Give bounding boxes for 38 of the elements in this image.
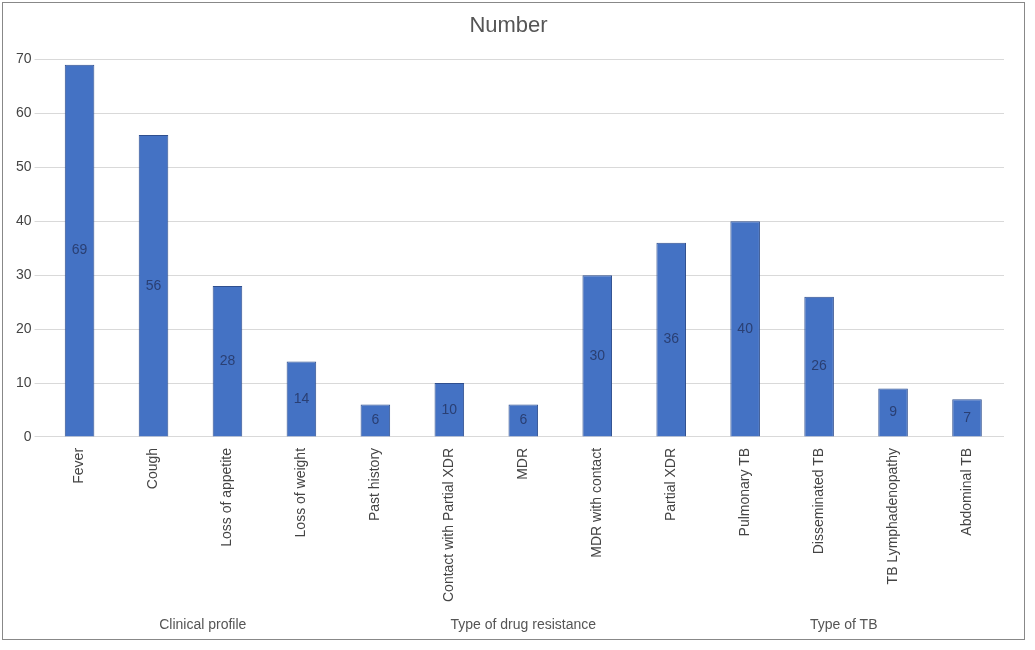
y-tick-label: 60 <box>15 104 32 121</box>
y-tick-label: 0 <box>23 427 32 444</box>
x-tick-label: Past history <box>366 447 383 522</box>
y-tick-label: 30 <box>15 266 32 282</box>
data-label: 26 <box>811 357 828 374</box>
x-tick-label: Contact with Partial XDR <box>440 447 457 603</box>
x-tick-label: Pulmonary TB <box>736 447 753 537</box>
x-tick-label: Fever <box>70 447 87 484</box>
x-tick-label: Cough <box>144 447 161 490</box>
x-tick-label: Partial XDR <box>662 447 679 522</box>
x-tick-label: MDR <box>514 447 531 480</box>
data-label: 36 <box>663 330 680 347</box>
data-label: 6 <box>371 411 380 428</box>
y-tick-label: 50 <box>15 158 32 175</box>
data-label: 40 <box>737 319 754 336</box>
y-tick-label: 20 <box>15 319 32 336</box>
data-label: 14 <box>293 389 310 406</box>
data-label: 30 <box>589 346 606 363</box>
data-label: 28 <box>219 352 236 369</box>
y-tick-label: 70 <box>15 50 32 67</box>
data-label: 10 <box>441 400 458 417</box>
text: Type of TB <box>810 615 878 632</box>
data-label: 56 <box>145 276 162 293</box>
y-tick-label: 10 <box>15 373 32 390</box>
data-label: 7 <box>963 408 972 425</box>
y-tick-label: 40 <box>15 212 32 229</box>
x-tick-label: Disseminated TB <box>809 447 826 555</box>
text: Clinical profile <box>159 615 247 632</box>
x-tick-label: Loss of appetite <box>218 447 235 547</box>
x-tick-label: TB Lymphadenopathy <box>883 447 900 585</box>
chart-title: Number <box>469 12 548 38</box>
text: Type of drug resistance <box>450 615 597 632</box>
data-label: 6 <box>519 411 528 428</box>
x-tick-label: Abdominal TB <box>957 447 974 536</box>
x-tick-label: Loss of weight <box>292 447 309 538</box>
data-label: 9 <box>889 403 898 420</box>
data-label: 69 <box>71 241 88 258</box>
x-tick-label: MDR with contact <box>588 447 605 558</box>
